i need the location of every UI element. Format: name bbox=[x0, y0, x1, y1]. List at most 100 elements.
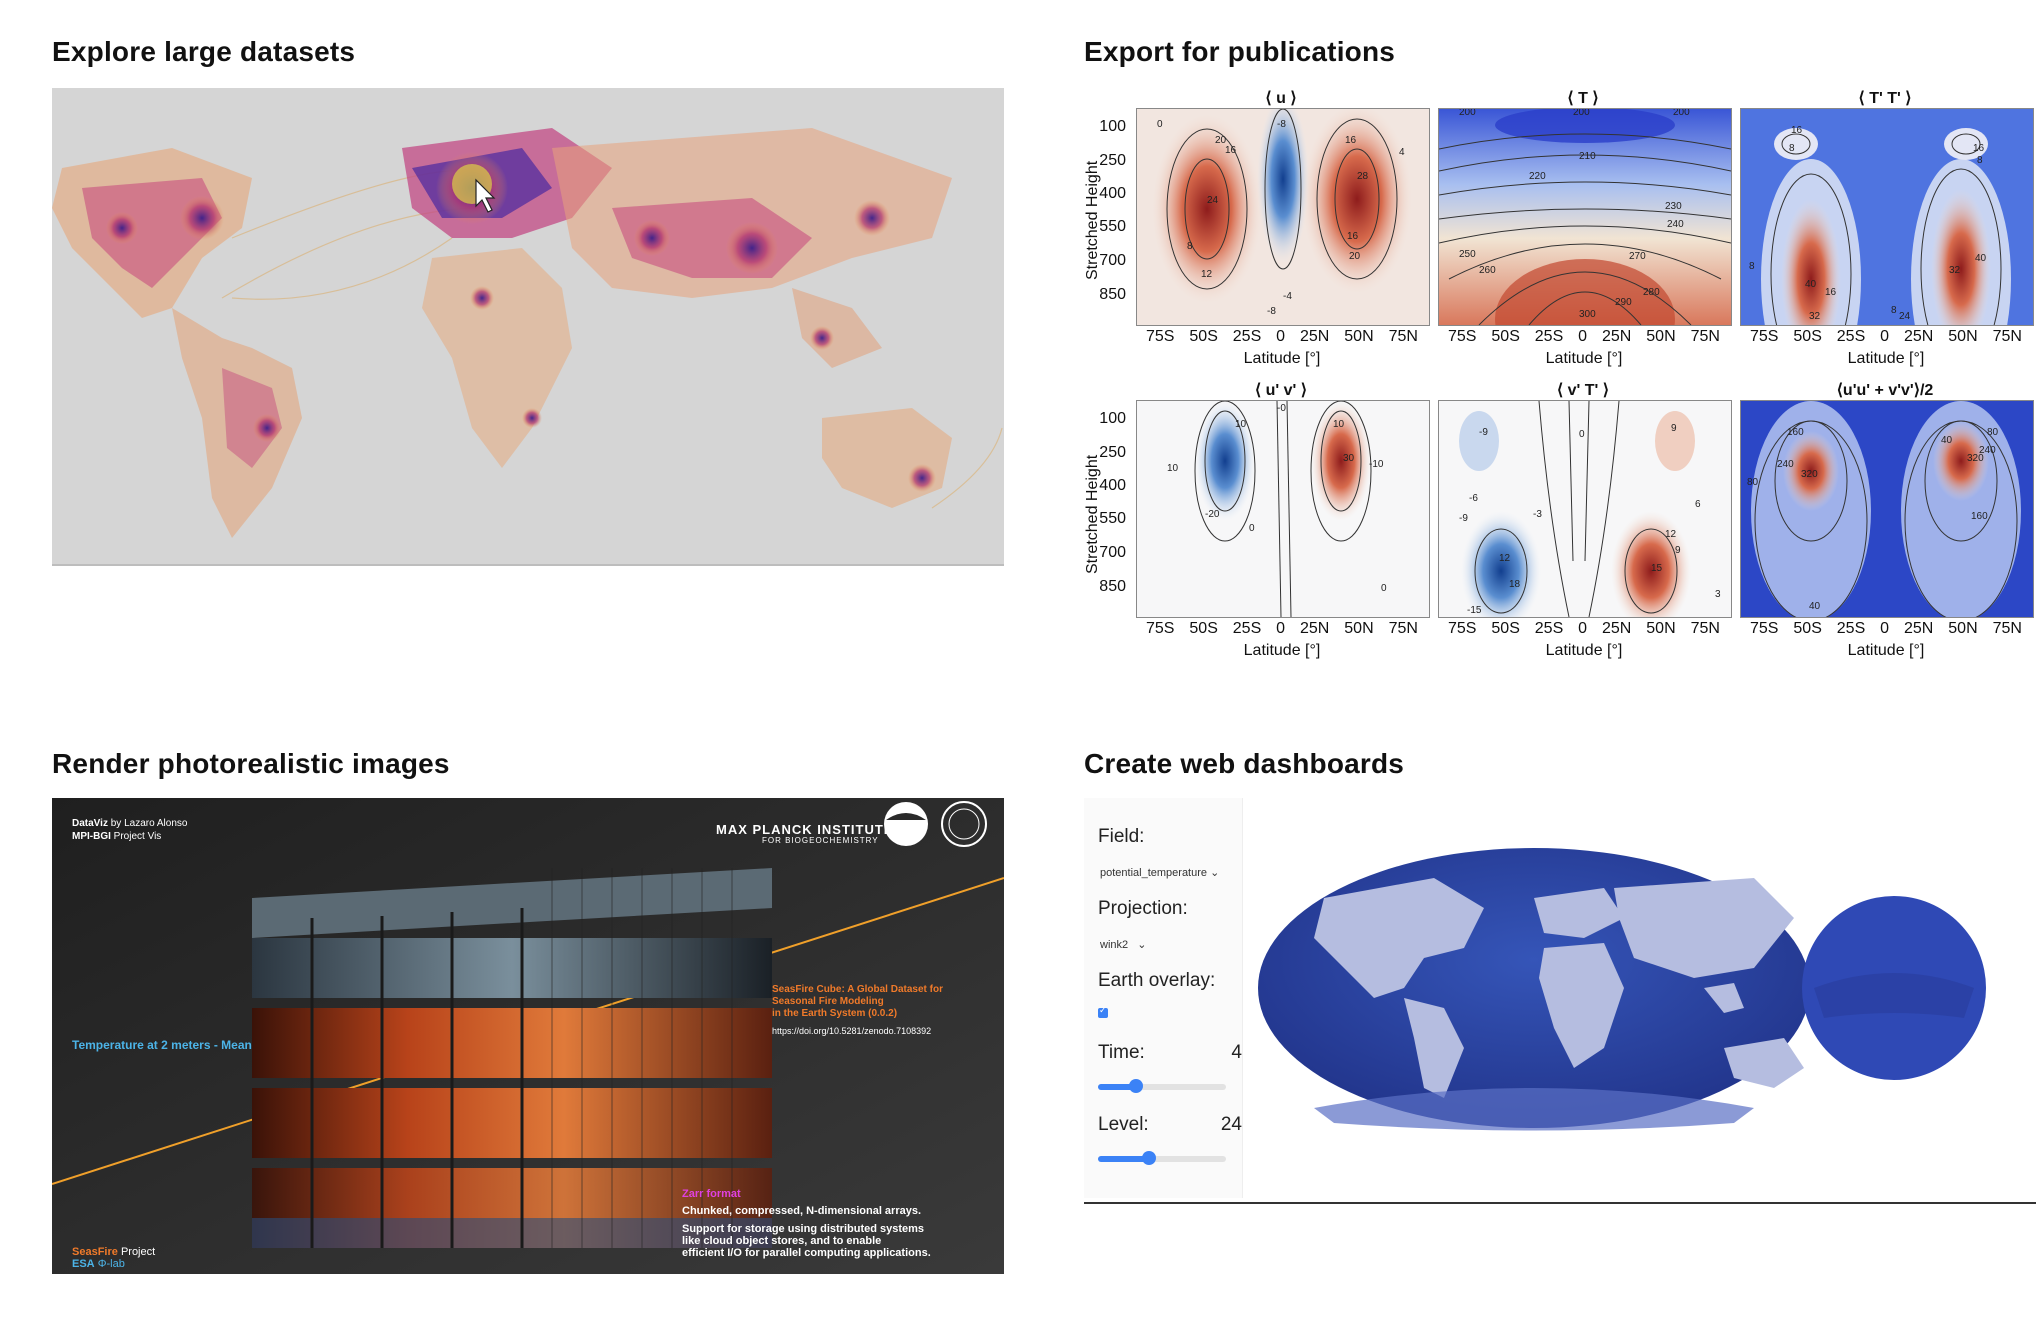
chevron-down-icon: ⌄ bbox=[1210, 867, 1220, 879]
level-slider[interactable] bbox=[1098, 1151, 1226, 1165]
svg-text:260: 260 bbox=[1479, 265, 1496, 276]
svg-text:320: 320 bbox=[1801, 469, 1818, 480]
svg-text:0: 0 bbox=[1249, 523, 1255, 534]
svg-text:24: 24 bbox=[1899, 311, 1911, 322]
svg-text:40: 40 bbox=[1805, 279, 1817, 290]
xlabel: Latitude [°] bbox=[1545, 642, 1623, 659]
plot-title-uv: ⟨ u' v' ⟩ bbox=[1254, 382, 1308, 399]
xticks: 75S 50S 25S 0 25N 50N 75N bbox=[1448, 620, 1720, 637]
svg-text:20: 20 bbox=[1349, 251, 1361, 262]
svg-text:230: 230 bbox=[1665, 201, 1682, 212]
dataset-map[interactable] bbox=[52, 88, 1004, 566]
svg-text:240: 240 bbox=[1979, 445, 1996, 456]
dashboard-sidebar: Field: potential_temperature ⌄ Projectio… bbox=[1084, 798, 1243, 1198]
esa-credit: ESA Φ-lab bbox=[72, 1258, 125, 1270]
projection-select[interactable]: wink2 ⌄ bbox=[1100, 939, 1147, 951]
svg-text:-9: -9 bbox=[1459, 513, 1468, 524]
svg-text:40: 40 bbox=[1975, 253, 1987, 264]
time-slider[interactable] bbox=[1098, 1079, 1226, 1093]
svg-text:80: 80 bbox=[1747, 477, 1759, 488]
overlay-label: Earth overlay: bbox=[1098, 970, 1216, 991]
heading-explore: Explore large datasets bbox=[52, 36, 356, 67]
cube-title-1: SeasFire Cube: A Global Dataset for bbox=[772, 984, 943, 995]
svg-text:10: 10 bbox=[1235, 419, 1247, 430]
plot-ke: 160 240 320 80 40 80 240 320 160 40 bbox=[1740, 400, 2034, 618]
level-slider-fill bbox=[1098, 1156, 1150, 1162]
overlay-checkbox[interactable]: ✓ bbox=[1098, 1005, 1108, 1018]
chevron-down-icon: ⌄ bbox=[1137, 939, 1147, 951]
xticks: 75S 50S 25S 0 25N 50N 75N bbox=[1750, 620, 2022, 637]
svg-text:16: 16 bbox=[1791, 125, 1803, 136]
svg-text:16: 16 bbox=[1345, 135, 1357, 146]
svg-text:30: 30 bbox=[1343, 453, 1355, 464]
cube-graphic bbox=[52, 798, 1004, 1274]
plot-uv: 10 10 -20 -10 10 30 0 0 -0 bbox=[1136, 400, 1430, 618]
ytick: 700 bbox=[1099, 544, 1126, 561]
xlabel: Latitude [°] bbox=[1847, 642, 1925, 659]
cursor-icon bbox=[475, 178, 496, 213]
time-slider-knob[interactable] bbox=[1129, 1079, 1144, 1093]
globe-view[interactable] bbox=[1254, 838, 2014, 1168]
plot-title-vt: ⟨ v' T' ⟩ bbox=[1556, 382, 1610, 399]
time-slider-fill bbox=[1098, 1084, 1137, 1090]
field-select[interactable]: potential_temperature ⌄ bbox=[1100, 867, 1220, 879]
render-image: DataViz by Lazaro Alonso MPI-BGI Project… bbox=[52, 798, 1004, 1274]
zarr-line-1: Chunked, compressed, N-dimensional array… bbox=[682, 1205, 922, 1217]
level-label: Level: bbox=[1098, 1114, 1149, 1135]
svg-text:16: 16 bbox=[1973, 143, 1985, 154]
ytick: 100 bbox=[1099, 410, 1126, 427]
svg-text:-8: -8 bbox=[1277, 119, 1286, 130]
zarr-title: Zarr format bbox=[682, 1188, 741, 1200]
svg-text:8: 8 bbox=[1789, 143, 1795, 154]
ytick: 700 bbox=[1099, 252, 1126, 269]
time-label: Time: bbox=[1098, 1042, 1145, 1063]
ytick: 100 bbox=[1099, 118, 1126, 135]
svg-text:-10: -10 bbox=[1369, 459, 1384, 470]
svg-text:320: 320 bbox=[1967, 453, 1984, 464]
svg-text:-20: -20 bbox=[1205, 509, 1220, 520]
svg-text:24: 24 bbox=[1207, 195, 1219, 206]
svg-text:270: 270 bbox=[1629, 251, 1646, 262]
svg-text:12: 12 bbox=[1665, 529, 1677, 540]
ytick: 250 bbox=[1099, 444, 1126, 461]
xlabel: Latitude [°] bbox=[1847, 350, 1925, 367]
continents bbox=[1314, 878, 1804, 1098]
svg-text:4: 4 bbox=[1399, 147, 1405, 158]
plot-t: 200 200 200 210 220 230 240 250 260 270 280 290 … bbox=[1438, 108, 1732, 326]
svg-text:12: 12 bbox=[1201, 269, 1213, 280]
svg-text:220: 220 bbox=[1529, 171, 1546, 182]
svg-text:28: 28 bbox=[1357, 171, 1369, 182]
level-slider-knob[interactable] bbox=[1142, 1151, 1157, 1165]
svg-text:200: 200 bbox=[1673, 109, 1690, 118]
variable-label: Temperature at 2 meters - Mean bbox=[72, 1038, 252, 1052]
web-dashboard: Field: potential_temperature ⌄ Projectio… bbox=[1084, 798, 2036, 1204]
svg-text:-15: -15 bbox=[1467, 605, 1482, 616]
svg-text:40: 40 bbox=[1809, 601, 1821, 612]
plot-title-t: ⟨ T ⟩ bbox=[1567, 90, 1599, 107]
ytick: 850 bbox=[1099, 286, 1126, 303]
credit-line2: MPI-BGI Project Vis bbox=[72, 831, 162, 842]
svg-text:160: 160 bbox=[1971, 511, 1988, 522]
svg-text:6: 6 bbox=[1695, 499, 1701, 510]
institute-sub: FOR BIOGEOCHEMISTRY bbox=[762, 836, 879, 845]
xticks: 75S 50S 25S 0 25N 50N 75N bbox=[1146, 620, 1418, 637]
map-graphic bbox=[52, 128, 1003, 538]
plot-title-ke: ⟨u'u' + v'v'⟩/2 bbox=[1836, 382, 1934, 399]
svg-text:290: 290 bbox=[1615, 297, 1632, 308]
zarr-line-4: efficient I/O for parallel computing app… bbox=[682, 1247, 931, 1259]
svg-text:80: 80 bbox=[1987, 427, 1999, 438]
heading-export: Export for publications bbox=[1084, 36, 1396, 67]
credit-line1: DataViz by Lazaro Alonso bbox=[72, 818, 188, 829]
heading-render: Render photorealistic images bbox=[52, 748, 450, 779]
xlabel: Latitude [°] bbox=[1243, 642, 1321, 659]
projection-label: Projection: bbox=[1098, 898, 1188, 919]
seal-icon bbox=[941, 801, 987, 847]
publication-figure: Stretched Height Stretched Height ⟨ u ⟩ … bbox=[1084, 80, 2042, 670]
ytick: 550 bbox=[1099, 510, 1126, 527]
xlabel: Latitude [°] bbox=[1545, 350, 1623, 367]
svg-text:200: 200 bbox=[1459, 109, 1476, 118]
svg-text:210: 210 bbox=[1579, 151, 1596, 162]
svg-text:16: 16 bbox=[1825, 287, 1837, 298]
project-credit: SeasFire Project bbox=[72, 1246, 156, 1258]
xticks: 75S 50S 25S 0 25N 50N 75N bbox=[1750, 328, 2022, 345]
